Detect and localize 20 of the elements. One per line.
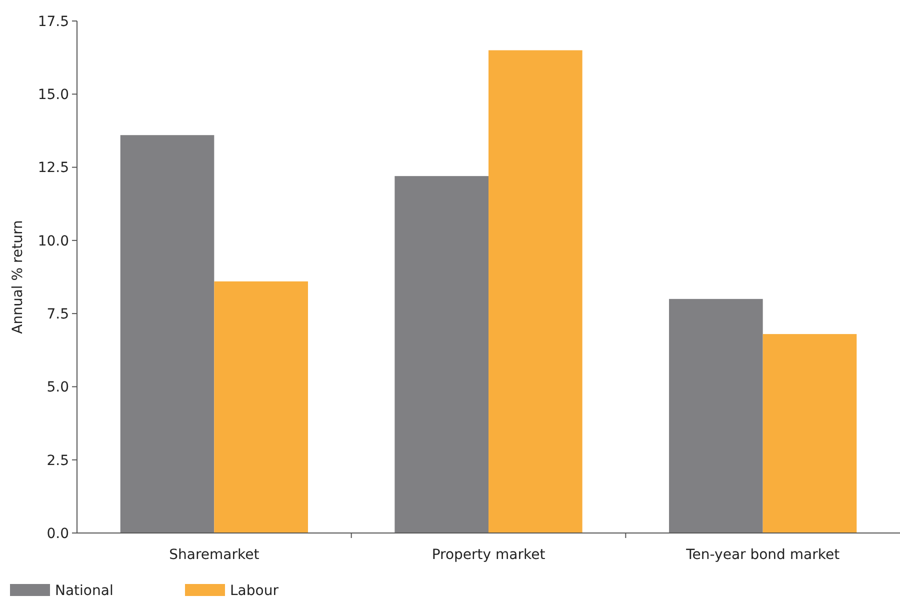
bar bbox=[214, 281, 308, 533]
x-tick-label: Property market bbox=[432, 547, 546, 563]
x-tick-label: Ten-year bond market bbox=[685, 547, 840, 563]
y-tick-label: 12.5 bbox=[38, 160, 69, 176]
bar bbox=[669, 298, 763, 533]
x-tick-label: Sharemarket bbox=[169, 547, 260, 563]
bar bbox=[120, 135, 214, 533]
y-tick-label: 17.5 bbox=[38, 14, 69, 30]
y-tick-label: 7.5 bbox=[46, 306, 69, 322]
y-tick-label: 15.0 bbox=[38, 87, 69, 104]
y-tick-label: 10.0 bbox=[38, 233, 69, 250]
bar bbox=[762, 334, 857, 533]
legend-label: National bbox=[55, 582, 114, 599]
bar bbox=[488, 50, 582, 533]
y-tick-label: 2.5 bbox=[46, 452, 69, 469]
y-axis-title: Annual % return bbox=[10, 220, 26, 334]
y-tick-label: 0.0 bbox=[46, 526, 69, 542]
y-tick-label: 5.0 bbox=[46, 380, 69, 396]
bar bbox=[394, 176, 488, 533]
legend-label: Labour bbox=[230, 582, 279, 599]
